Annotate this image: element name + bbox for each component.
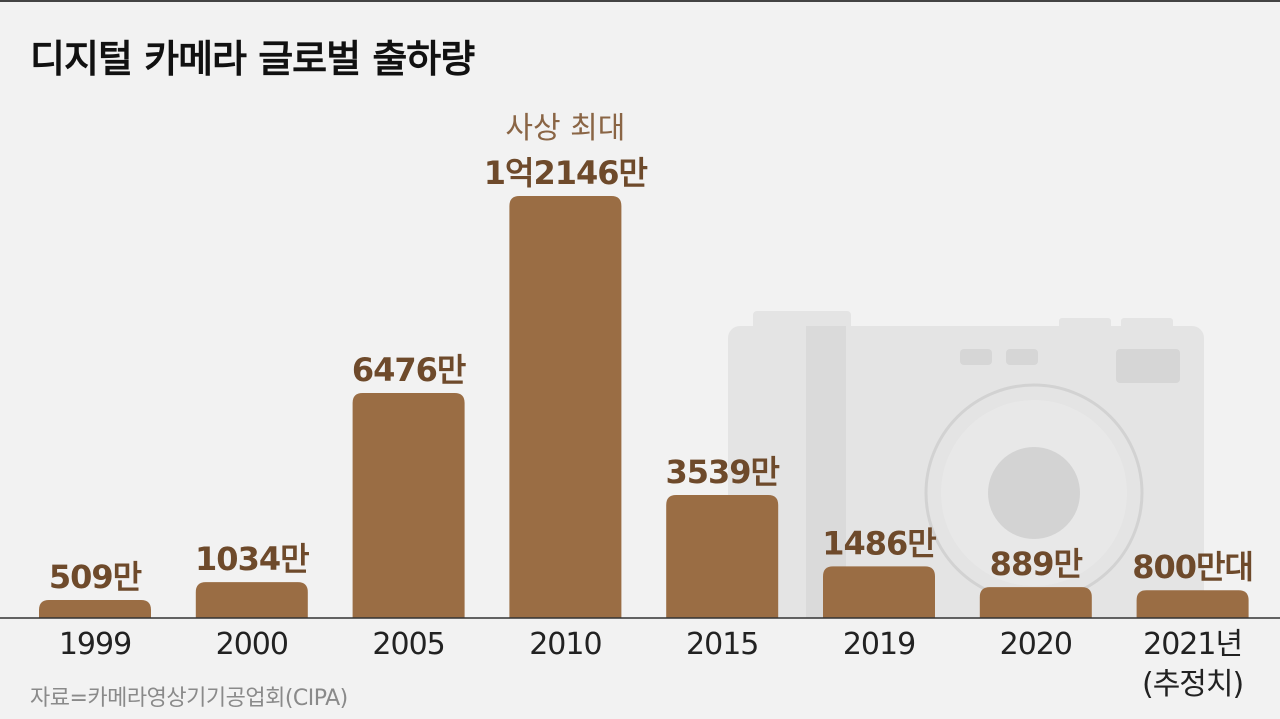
chart-title: 디지털 카메라 글로벌 출하량 <box>30 37 475 81</box>
x-tick-label-2000: 2000 <box>216 627 288 662</box>
source-note: 자료=카메라영상기기공업회(CIPA) <box>30 686 348 711</box>
x-tick-label-2020: 2020 <box>1000 627 1072 662</box>
annotation-peak: 사상 최대 <box>505 111 625 146</box>
camera-icon <box>728 311 1204 618</box>
value-label-1999: 509만 <box>49 558 142 596</box>
value-label-2021년: 800만대 <box>1132 548 1253 586</box>
x-tick-label-2021년: 2021년 <box>1143 627 1242 662</box>
bars-group <box>39 196 1249 618</box>
value-label-2020: 889만 <box>990 545 1083 583</box>
x-tick-label-1999: 1999 <box>59 627 131 662</box>
value-label-2005: 6476만 <box>352 351 466 389</box>
labels-group: 509만 1999 1034만 2000 6476만 2005 1억2146만 2010 사상 … <box>49 111 1254 702</box>
x-tick-sublabel: (추정치) <box>1142 667 1243 702</box>
x-tick-label-2010: 2010 <box>529 627 601 662</box>
bar-2020 <box>979 587 1092 618</box>
bar-2000 <box>195 582 308 618</box>
value-label-2019: 1486만 <box>822 524 936 562</box>
x-tick-label-2005: 2005 <box>372 627 444 662</box>
bar-2021년 <box>1136 590 1249 618</box>
value-label-2000: 1034만 <box>195 540 309 578</box>
x-tick-label-2015: 2015 <box>686 627 758 662</box>
bar-2010 <box>509 196 622 618</box>
x-tick-label-2019: 2019 <box>843 627 915 662</box>
value-label-2015: 3539만 <box>665 453 779 491</box>
top-rule <box>0 0 1280 2</box>
bar-2005 <box>352 392 465 618</box>
value-label-2010: 1억2146만 <box>484 154 648 192</box>
bar-1999 <box>39 600 151 618</box>
bar-2015 <box>666 495 779 618</box>
bar-2019 <box>823 566 935 618</box>
